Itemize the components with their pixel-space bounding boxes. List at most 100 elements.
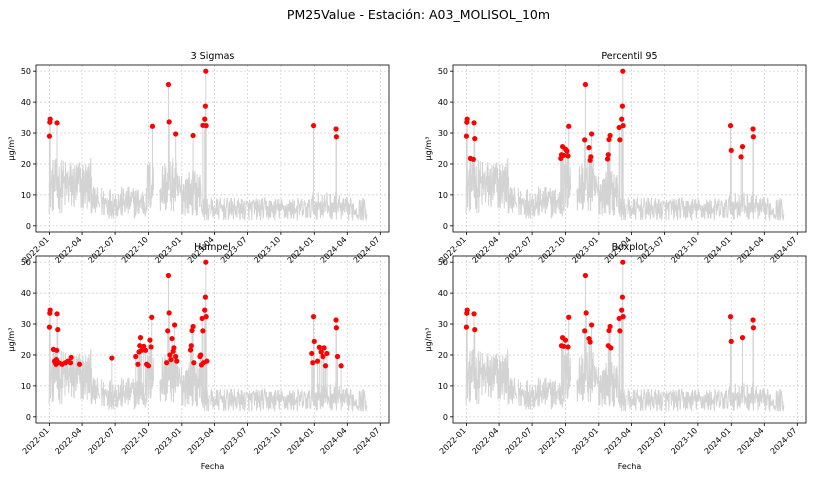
outlier-point (316, 344, 322, 350)
series-line (48, 158, 101, 214)
outlier-point (47, 116, 53, 122)
x-tick-label: 2024-07 (769, 426, 799, 456)
series-line (210, 191, 368, 221)
outlier-point (68, 354, 74, 361)
outlier-point (200, 328, 206, 334)
outlier-point (582, 272, 589, 279)
outlier-point (141, 343, 147, 349)
outlier-point (750, 325, 756, 331)
outlier-point (47, 307, 53, 313)
axes-frame (452, 255, 807, 424)
outlier-point (471, 120, 477, 126)
outlier-point (109, 355, 115, 361)
y-tick-label: 30 (21, 320, 31, 329)
outlier-point (166, 310, 172, 316)
outlier-point (204, 358, 210, 364)
y-tick-label: 40 (21, 289, 31, 298)
series-line (627, 191, 785, 221)
y-tick-label: 50 (21, 67, 31, 76)
outlier-point (561, 343, 567, 349)
series-line (465, 349, 518, 405)
outlier-point (471, 311, 477, 317)
x-tick-label: 2022-04 (470, 235, 500, 265)
x-tick-label: 2023-01 (570, 426, 600, 456)
x-tick-label: 2023-04 (186, 426, 216, 456)
outlier-point (619, 116, 625, 122)
outlier-point (470, 156, 476, 162)
outlier-point (189, 327, 195, 334)
outlier-point (463, 324, 470, 330)
x-tick-label: 2023-10 (669, 426, 699, 456)
outlier-point (198, 352, 204, 358)
x-tick-label: 2022-04 (53, 235, 83, 265)
outlier-point (338, 363, 344, 369)
outlier-point (728, 338, 734, 344)
outlier-point (309, 350, 315, 357)
outlier-point (616, 124, 622, 131)
outlier-point (203, 123, 209, 129)
outlier-point (310, 360, 316, 366)
outlier-point (739, 335, 746, 341)
y-tick-label: 50 (438, 258, 448, 267)
x-tick-label: 2024-04 (736, 235, 766, 265)
x-tick-label: 2022-04 (53, 426, 83, 456)
y-tick-label: 10 (21, 382, 31, 391)
x-tick-label: 2022-07 (503, 426, 533, 456)
series-line (517, 162, 571, 219)
outlier-point (149, 314, 155, 320)
outlier-point (582, 81, 589, 88)
outlier-point (620, 259, 626, 265)
outlier-point (171, 322, 178, 328)
outlier-point (739, 144, 746, 150)
outlier-point (607, 323, 613, 330)
outlier-point (616, 315, 622, 322)
outlier-point (314, 358, 321, 364)
outlier-point (464, 116, 470, 122)
x-tick-label: 2024-01 (286, 426, 316, 456)
x-tick-label: 2024-04 (319, 426, 349, 456)
outlier-point (619, 307, 625, 313)
outlier-point (190, 132, 196, 139)
panel-title: 3 Sigmas (191, 51, 235, 62)
outlier-point (620, 314, 626, 320)
outlier-point (137, 335, 144, 341)
x-tick-label: 2023-10 (252, 426, 282, 456)
outlier-point (169, 335, 175, 342)
series-line (159, 158, 210, 221)
x-tick-label: 2022-01 (438, 426, 468, 456)
outlier-point (318, 349, 324, 355)
x-tick-label: 2024-01 (703, 426, 733, 456)
x-tick-label: 2022-10 (120, 426, 150, 456)
outlier-point (566, 314, 572, 320)
x-tick-label: 2024-04 (736, 426, 766, 456)
outlier-point (588, 131, 595, 137)
outlier-point (164, 360, 170, 366)
outlier-point (173, 353, 179, 360)
outlier-point (588, 154, 594, 160)
outlier-point (604, 156, 611, 162)
outlier-point (199, 315, 205, 322)
outlier-point (738, 154, 744, 160)
x-tick-label: 2024-01 (286, 235, 316, 265)
y-tick-label: 40 (21, 98, 31, 107)
outlier-point (145, 363, 152, 369)
x-tick-label: 2022-01 (21, 426, 51, 456)
outlier-point (165, 328, 171, 334)
outlier-point (203, 314, 209, 320)
outlier-point (138, 347, 145, 353)
outlier-point (562, 337, 569, 343)
outlier-point (320, 353, 326, 360)
outlier-point (202, 307, 208, 313)
outlier-point (149, 123, 156, 129)
x-tick-label: 2023-07 (636, 426, 666, 456)
y-tick-label: 40 (438, 98, 448, 107)
outlier-point (76, 361, 83, 367)
series-line (100, 162, 154, 219)
outlier-point (605, 152, 611, 158)
y-tick-label: 20 (21, 160, 31, 169)
outlier-point (322, 363, 329, 369)
outlier-point (133, 353, 139, 360)
x-axis-title: Fecha (618, 462, 642, 471)
x-tick-label: 2024-07 (769, 235, 799, 265)
